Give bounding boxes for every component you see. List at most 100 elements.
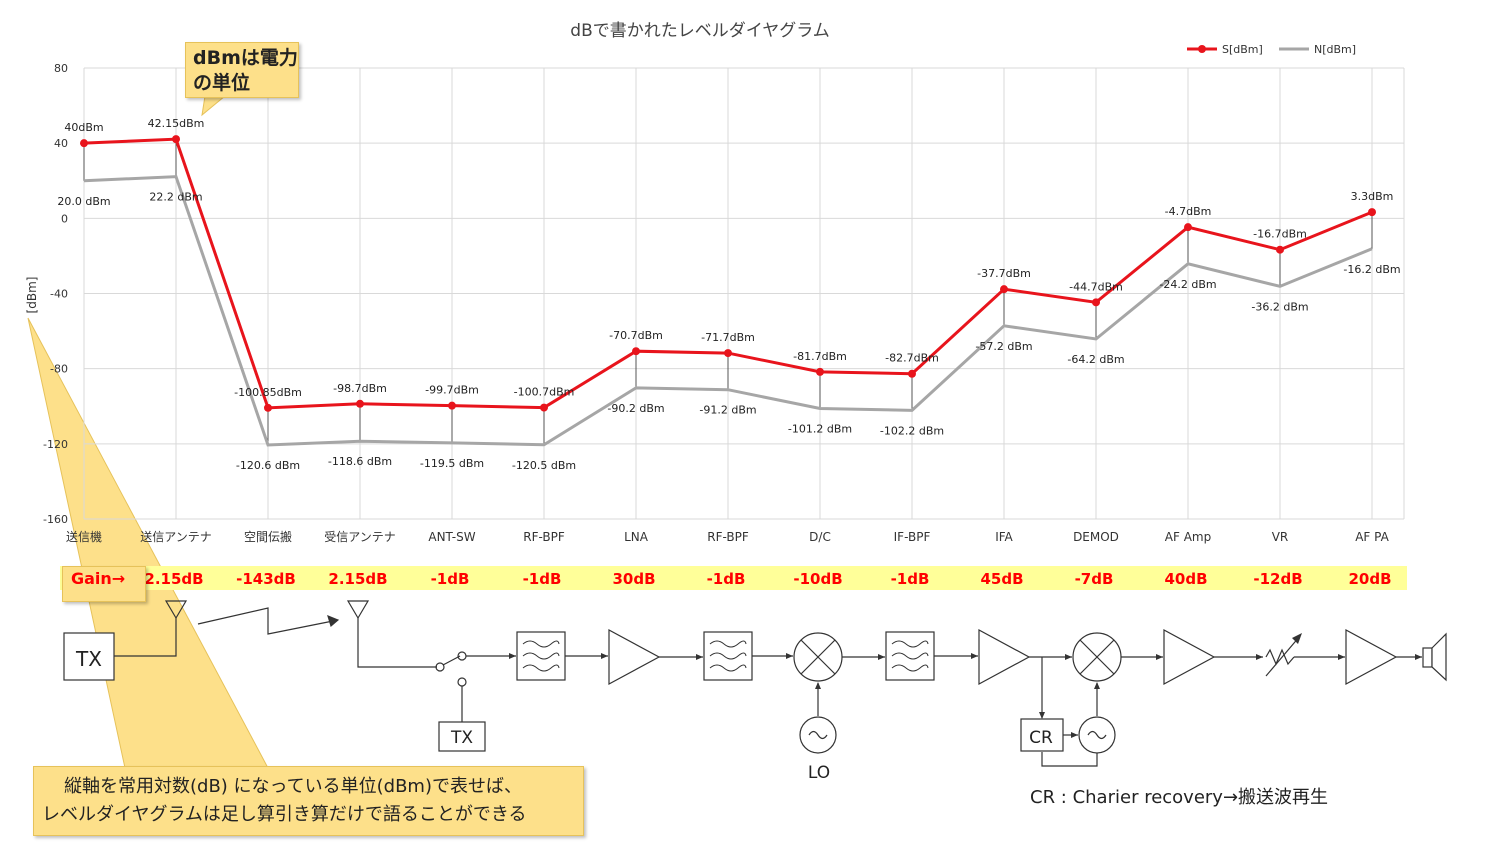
if-bpf-icon-wave <box>891 664 929 672</box>
gain-value: 20dB <box>1348 570 1391 588</box>
arrow-to-mixer <box>786 653 793 659</box>
arrow-osc-to-demod <box>1094 682 1100 689</box>
y-tick-label: 0 <box>61 212 68 225</box>
arrow-lo-to-mixer <box>815 682 821 689</box>
noise-data-label: -24.2 dBm <box>1159 278 1216 291</box>
noise-data-label: -102.2 dBm <box>880 424 944 437</box>
switch-contact-c <box>457 677 467 687</box>
signal-point <box>80 139 88 148</box>
arrow-to-lna <box>601 653 608 659</box>
signal-point <box>172 135 180 144</box>
signal-point <box>448 401 456 410</box>
signal-data-label: -37.7dBm <box>977 267 1031 280</box>
if-bpf-icon <box>885 631 935 681</box>
signal-data-label: -100.7dBm <box>514 386 575 399</box>
arrow-to-cr <box>1039 712 1045 719</box>
gain-value: 40dB <box>1164 570 1207 588</box>
signal-data-label: -81.7dBm <box>793 350 847 363</box>
noise-data-label: -16.2 dBm <box>1343 263 1400 276</box>
ifa-amp-icon <box>978 628 1031 686</box>
summary-callout-line-1: 縦軸を常用対数(dB) になっている単位(dBm)で表せば、 <box>64 776 522 797</box>
af-amp-icon <box>1163 628 1216 686</box>
arrow-to-ifa <box>971 653 978 659</box>
gain-value: -143dB <box>236 570 296 588</box>
signal-data-label: 40dBm <box>64 121 103 134</box>
y-tick-label: -40 <box>50 288 68 301</box>
x-tick-label: 空間伝搬 <box>244 529 292 544</box>
signal-data-label: -44.7dBm <box>1069 280 1123 293</box>
af-pa-amp-icon <box>1345 628 1398 686</box>
noise-data-label: 22.2 dBm <box>149 191 202 204</box>
chart-legend: S[dBm] N[dBm] <box>1187 43 1356 56</box>
arrow-to-demod <box>1065 654 1072 660</box>
y-tick-label: -160 <box>43 513 68 526</box>
noise-data-label: -118.6 dBm <box>328 455 392 468</box>
vr-arrow-head <box>1292 633 1302 644</box>
lna-amp-icon <box>608 628 661 686</box>
x-tick-label: D/C <box>809 530 831 544</box>
dc-mixer-icon-cross <box>800 639 836 675</box>
lo-label: LO <box>808 763 830 783</box>
rf-bpf-1-icon-wave <box>522 640 560 648</box>
cr-box <box>1020 718 1064 752</box>
x-tick-label: 送信アンテナ <box>140 529 212 544</box>
noise-data-label: -91.2 dBm <box>699 404 756 417</box>
cr-oscillator-icon-wave <box>1087 730 1107 740</box>
wireless-link-arrow <box>197 607 339 635</box>
cr-feedback-line <box>1041 752 1098 767</box>
speaker-cone-icon <box>1431 632 1447 682</box>
signal-point <box>1000 285 1008 294</box>
rf-bpf-1-icon <box>516 631 566 681</box>
signal-chain <box>509 628 1447 767</box>
signal-data-label: -100.85dBm <box>234 386 302 399</box>
chart-title: dBで書かれたレベルダイヤグラム <box>570 21 829 41</box>
tx-main-label: TX <box>75 647 102 671</box>
gain-value: -12dB <box>1253 570 1302 588</box>
tx-to-antenna-line <box>114 618 177 657</box>
noise-data-label: -64.2 dBm <box>1067 353 1124 366</box>
noise-data-label: -119.5 dBm <box>420 457 484 470</box>
rf-bpf-2-icon <box>703 631 753 681</box>
arrow-to-vr <box>1256 654 1263 660</box>
vr-resistor-icon <box>1265 648 1295 666</box>
arrow-to-if-bpf <box>878 654 885 660</box>
x-tick-label: DEMOD <box>1073 530 1119 544</box>
dbm-callout-line-1: dBmは電力 <box>193 47 298 69</box>
x-tick-label: LNA <box>624 530 649 544</box>
wireless-link-arrowhead <box>327 614 340 628</box>
x-tick-label: IFA <box>995 530 1013 544</box>
rx-antenna-line <box>357 618 437 668</box>
y-tick-label: 40 <box>54 137 68 150</box>
signal-point <box>816 367 824 376</box>
arrow-to-af-pa <box>1338 654 1345 660</box>
legend-noise-label: N[dBm] <box>1314 43 1356 56</box>
gain-value: 2.15dB <box>328 570 387 588</box>
arrow-to-af-amp <box>1156 654 1163 660</box>
rf-bpf-2-icon-wave <box>709 652 747 660</box>
x-tick-label: AF PA <box>1355 530 1389 544</box>
signal-point <box>264 403 272 412</box>
tx-antenna-icon <box>164 600 188 620</box>
gain-value: -1dB <box>891 570 930 588</box>
gain-value: -1dB <box>523 570 562 588</box>
rf-bpf-1-icon-wave <box>522 652 560 660</box>
gain-value: -10dB <box>793 570 842 588</box>
noise-data-label: -120.5 dBm <box>512 459 576 472</box>
gain-band <box>60 566 1407 590</box>
signal-data-label: -16.7dBm <box>1253 228 1307 241</box>
cr-label: CR <box>1029 728 1053 748</box>
summary-callout-line-2: レベルダイヤグラムは足し算引き算だけで語ることができる <box>42 804 527 825</box>
chart-area: dBで書かれたレベルダイヤグラム [dBm] 80 40 0 -40 -80 -120 -160… <box>25 21 1405 544</box>
noise-data-label: -90.2 dBm <box>607 402 664 415</box>
rf-bpf-2-icon-wave <box>709 640 747 648</box>
gain-value: 30dB <box>612 570 655 588</box>
gain-label: Gain→ <box>62 566 146 602</box>
speaker-icon <box>1422 647 1433 668</box>
gain-value: 2.15dB <box>144 570 203 588</box>
demod-mixer-icon-cross <box>1079 639 1115 675</box>
y-tick-label: 80 <box>54 62 68 75</box>
arrow-to-speaker <box>1415 654 1422 660</box>
signal-data-label: -98.7dBm <box>333 382 387 395</box>
carrier-recovery-note: CR : Charier recovery→搬送波再生 <box>1030 787 1329 808</box>
noise-data-label: -120.6 dBm <box>236 459 300 472</box>
